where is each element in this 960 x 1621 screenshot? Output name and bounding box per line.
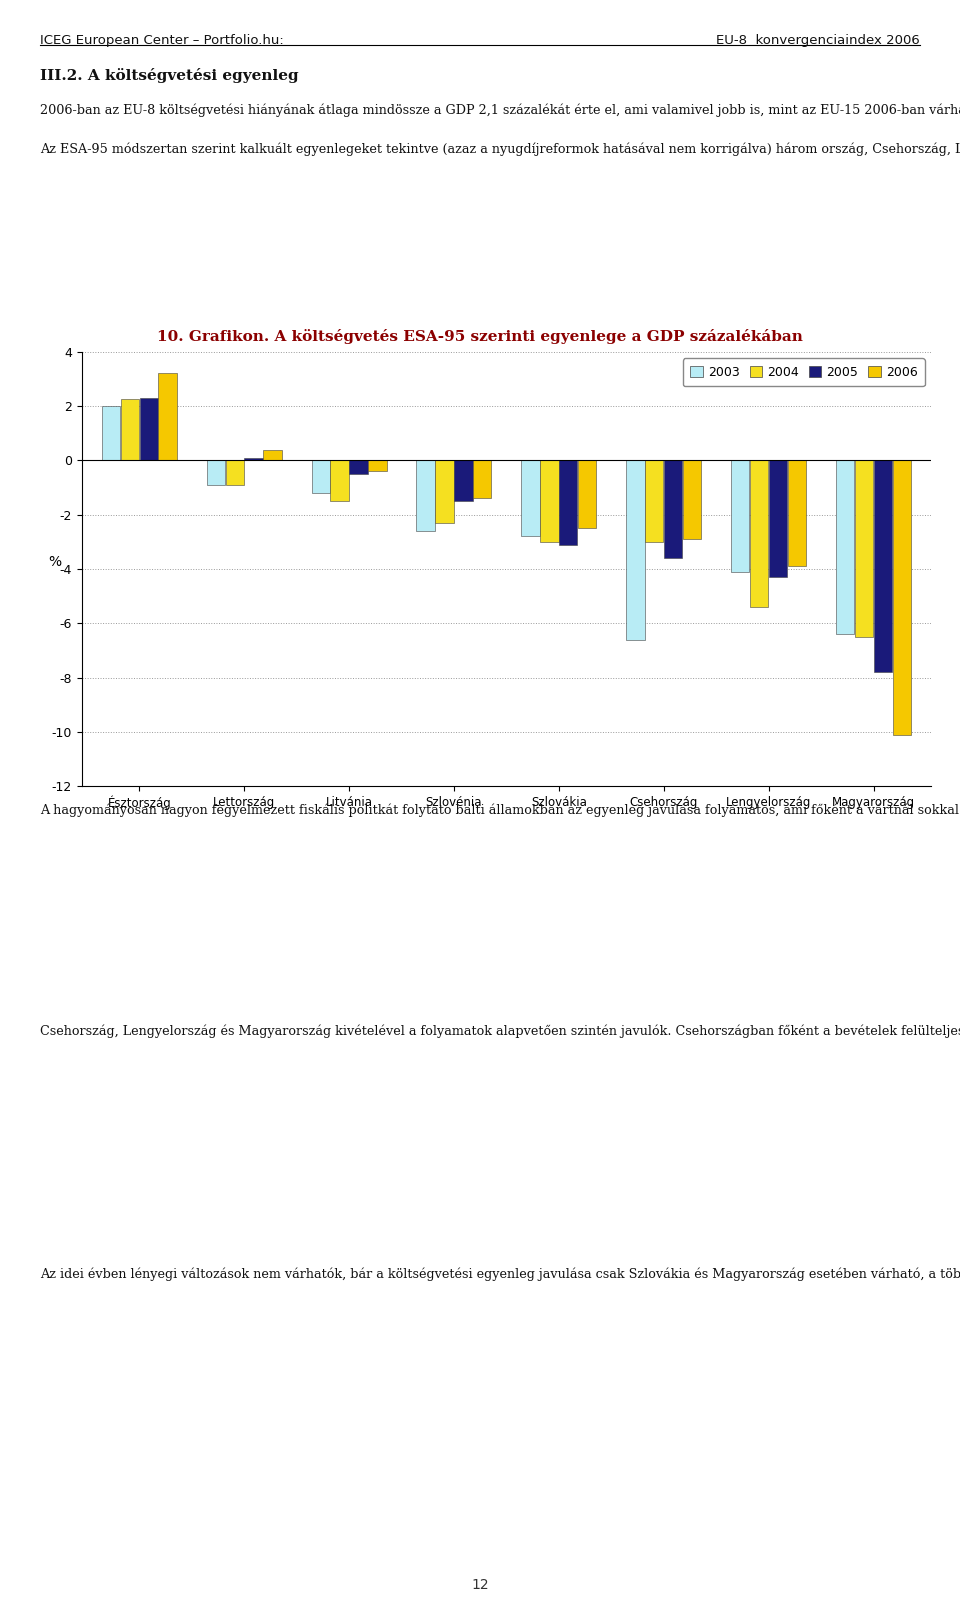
Bar [206,460,225,485]
Bar [788,460,806,566]
Bar [626,460,644,640]
Bar [769,460,787,577]
Text: Az idei évben lényegi változások nem várhatók, bár a költségvetési egyenleg javu: Az idei évben lényegi változások nem vár… [40,1268,960,1281]
Bar [454,460,472,501]
Bar [158,373,177,460]
Bar [874,460,892,673]
Bar [683,460,701,540]
Text: 2006-ban az EU-8 költségvetési hiányának átlaga mindössze a GDP 2,1 százalékát é: 2006-ban az EU-8 költségvetési hiányának… [40,104,960,117]
Bar [263,449,281,460]
Bar [645,460,663,541]
Bar [473,460,492,498]
Y-axis label: %: % [48,554,61,569]
Text: III.2. A költségvetési egyenleg: III.2. A költségvetési egyenleg [40,68,299,83]
Bar [732,460,750,572]
Bar [349,460,368,473]
Bar [435,460,454,524]
Text: ICEG European Center – Portfolio.hu:: ICEG European Center – Portfolio.hu: [40,34,284,47]
Bar [578,460,596,528]
Bar [559,460,578,545]
Text: A hagyományosan nagyon fegyelmezett fiskális politkát folytato balti államokban : A hagyományosan nagyon fegyelmezett fisk… [40,802,960,817]
Bar [540,460,559,541]
Text: Csehország, Lengyelország és Magyarország kivételével a folyamatok alapvetően sz: Csehország, Lengyelország és Magyarorszá… [40,1024,960,1037]
Bar [664,460,683,558]
Bar [855,460,874,637]
Text: EU-8  konvergenciaindex 2006: EU-8 konvergenciaindex 2006 [716,34,920,47]
Bar [521,460,540,537]
Bar [312,460,330,493]
Legend: 2003, 2004, 2005, 2006: 2003, 2004, 2005, 2006 [683,358,924,386]
Text: 10. Grafikon. A költségvetés ESA-95 szerinti egyenlege a GDP százalékában: 10. Grafikon. A költségvetés ESA-95 szer… [157,329,803,344]
Bar [369,460,387,472]
Text: Az ESA-95 módszertan szerint kalkuált egyenlegeket tekintve (azaz a nyugdíjrefor: Az ESA-95 módszertan szerint kalkuált eg… [40,143,960,156]
Bar [417,460,435,532]
Bar [102,407,120,460]
Bar [330,460,348,501]
Bar [226,460,244,485]
Bar [836,460,854,634]
Text: 12: 12 [471,1577,489,1592]
Bar [121,399,139,460]
Bar [139,397,157,460]
Bar [893,460,911,734]
Bar [245,457,263,460]
Bar [750,460,768,606]
